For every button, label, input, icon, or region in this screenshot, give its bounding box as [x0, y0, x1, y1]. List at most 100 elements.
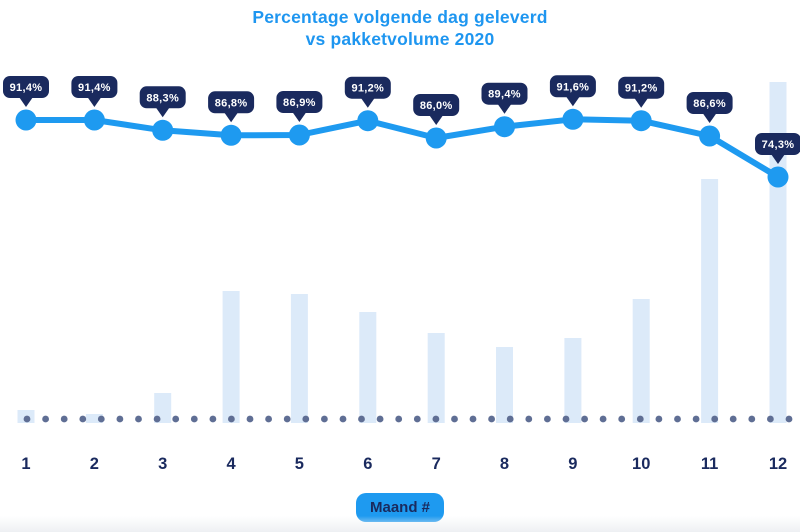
value-tooltip-box [344, 76, 391, 99]
value-tooltip-label: 91,4% [10, 82, 43, 94]
bottom-edge-strip [0, 516, 800, 532]
value-tooltip-label: 91,2% [625, 83, 658, 95]
baseline-dot [339, 415, 347, 423]
value-tooltip-box [276, 91, 323, 113]
value-tooltip-label: 88,3% [146, 92, 179, 104]
value-tooltip-pointer [497, 103, 512, 114]
baseline-dot [246, 415, 254, 423]
value-tooltip-label: 86,9% [283, 97, 316, 109]
baseline-dot [135, 415, 142, 423]
value-tooltip-pointer [155, 107, 170, 118]
value-tooltip-box [139, 86, 186, 109]
baseline-dot [395, 415, 403, 423]
data-point-marker [15, 109, 37, 131]
volume-bar [769, 82, 787, 423]
baseline-dot [79, 415, 87, 423]
value-tooltip-label: 91,6% [557, 81, 590, 93]
baseline-dot [116, 415, 124, 423]
value-tooltip-pointer [429, 115, 444, 125]
value-tooltip-pointer [702, 113, 717, 123]
value-tooltip-label: 89,4% [488, 89, 521, 101]
data-point-marker [699, 125, 721, 147]
value-tooltip-pointer [224, 112, 239, 123]
baseline-dot [60, 415, 68, 423]
value-tooltip-pointer [565, 96, 580, 107]
volume-bar [85, 414, 103, 423]
percentage-line [23, 116, 781, 180]
baseline-dot [209, 415, 217, 423]
baseline-dot [413, 415, 421, 423]
baseline-dot [506, 415, 514, 423]
value-tooltip-box [755, 133, 800, 155]
x-tick-label: 7 [432, 455, 441, 473]
baseline-dot [153, 415, 161, 423]
value-tooltip-pointer [360, 97, 375, 108]
x-tick-label: 6 [363, 455, 372, 473]
data-point-marker [767, 166, 789, 188]
baseline-dot [97, 415, 105, 423]
data-point-marker [220, 124, 242, 146]
baseline-dot [544, 415, 551, 423]
baseline-dot [265, 415, 272, 423]
volume-bar [564, 338, 582, 423]
volume-bar [222, 291, 240, 423]
baseline-dot [376, 415, 384, 423]
baseline-dot [525, 415, 533, 423]
x-tick-label: 4 [227, 455, 237, 473]
baseline-dot [674, 415, 681, 423]
volume-bar [701, 179, 719, 423]
chart-title-line2: vs pakketvolume 2020 [305, 29, 495, 49]
value-tooltip-label: 74,3% [762, 139, 795, 151]
baseline-dot [23, 415, 31, 423]
baseline-dot [711, 415, 719, 423]
x-tick-label: 9 [568, 455, 577, 473]
baseline-dot [636, 415, 644, 423]
baseline-dot [432, 415, 440, 423]
x-tick-label: 11 [701, 455, 718, 473]
baseline-dot [321, 415, 328, 423]
data-point-marker [562, 108, 584, 130]
value-tooltip-box [686, 92, 733, 114]
baseline-dot [767, 415, 774, 423]
baseline-dot [283, 415, 291, 423]
x-tick-label: 3 [158, 455, 167, 473]
x-tick-label: 8 [500, 455, 509, 473]
value-tooltip-label: 86,8% [215, 97, 248, 109]
x-tick-label: 10 [632, 455, 650, 473]
x-tick-label: 1 [21, 455, 30, 473]
value-tooltip-label: 91,4% [78, 82, 111, 94]
value-tooltip-box [71, 76, 118, 98]
baseline-dot [358, 415, 365, 423]
baseline-dot [562, 415, 570, 423]
value-tooltip-pointer [771, 154, 785, 164]
baseline-dot [469, 415, 477, 423]
value-tooltip-box [549, 75, 596, 98]
chart-title-line1: Percentage volgende dag geleverd [252, 7, 548, 27]
baseline-dot [172, 415, 180, 423]
volume-bar [632, 299, 650, 423]
value-tooltip-box [413, 94, 460, 116]
baseline-dot [729, 415, 737, 423]
data-point-marker [357, 110, 379, 132]
baseline-dot [618, 415, 626, 423]
baseline-dot [302, 415, 310, 423]
data-point-marker [288, 124, 310, 146]
value-tooltip-box [618, 76, 665, 99]
baseline-dot [42, 415, 49, 423]
value-tooltip-pointer [87, 97, 102, 107]
value-tooltip-box [3, 76, 49, 98]
value-tooltip-box [208, 91, 255, 114]
x-tick-label: 12 [769, 455, 787, 473]
value-tooltip-pointer [19, 97, 33, 107]
data-point-marker [494, 116, 515, 138]
baseline-dot [692, 415, 700, 423]
value-tooltip-label: 86,6% [693, 98, 726, 110]
baseline-dot [785, 415, 793, 423]
volume-bar [359, 312, 377, 423]
x-tick-label: 5 [295, 455, 304, 473]
volume-bar [154, 393, 172, 423]
baseline-dot [581, 415, 588, 423]
x-tick-label: 2 [90, 455, 99, 473]
